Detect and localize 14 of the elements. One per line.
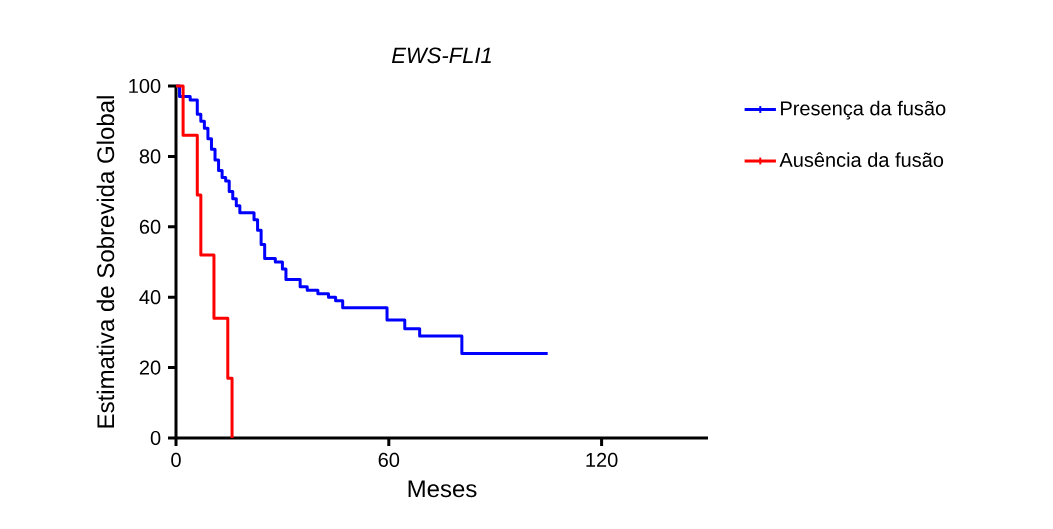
legend-label: Presença da fusão	[781, 100, 946, 120]
y-tick-label: 80	[139, 149, 161, 164]
y-tick-label: 40	[139, 290, 161, 305]
x-tick-label: 60	[378, 452, 400, 467]
x-tick-label: 0	[171, 452, 181, 467]
x-tick-label: 120	[586, 452, 618, 467]
legend-label: Ausência da fusão	[779, 152, 944, 167]
y-tick-label: 60	[139, 219, 161, 234]
y-axis-title: Estimativa de Sobrevida Global	[96, 96, 115, 428]
x-axis-title: Meses	[408, 480, 477, 498]
y-tick-label: 20	[139, 360, 161, 375]
y-tick-label: 100	[129, 78, 161, 94]
y-tick-label: 0	[150, 430, 161, 446]
chart-title: EWS-FLI1	[391, 47, 491, 64]
